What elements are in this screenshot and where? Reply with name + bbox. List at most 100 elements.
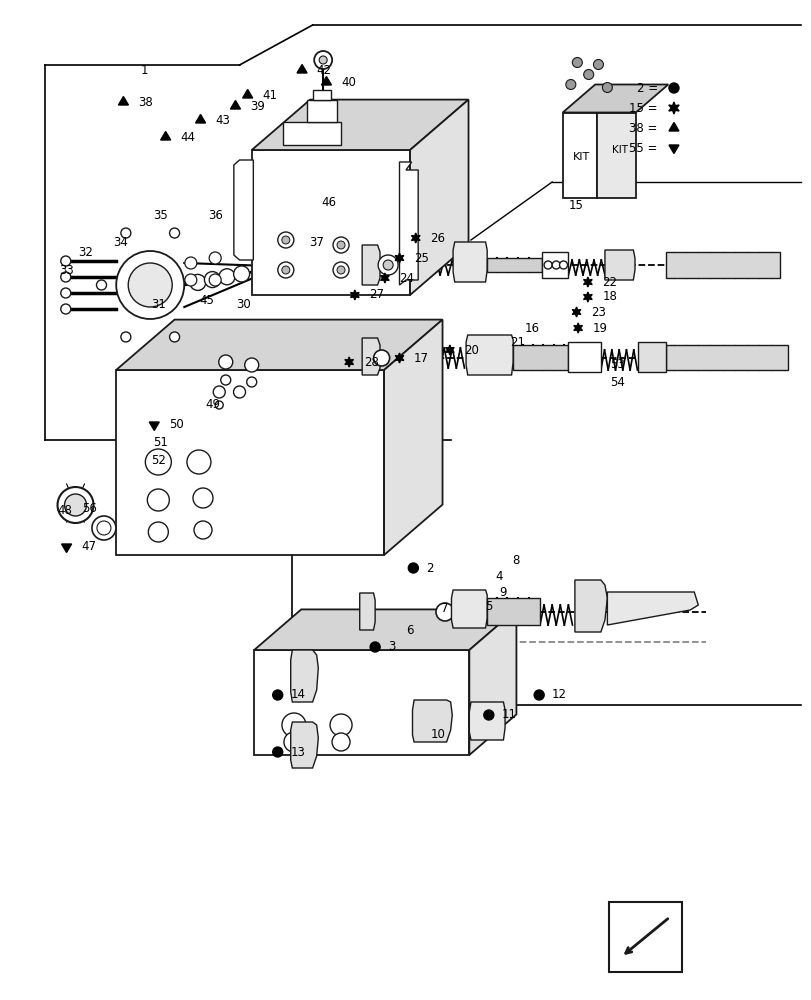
Polygon shape: [62, 544, 71, 552]
Text: 48: 48: [58, 504, 72, 516]
Circle shape: [169, 228, 179, 238]
Circle shape: [543, 261, 551, 269]
Text: 38 =: 38 =: [629, 122, 657, 135]
Text: 41: 41: [262, 89, 277, 102]
Polygon shape: [562, 85, 667, 113]
Circle shape: [551, 261, 560, 269]
Circle shape: [234, 266, 249, 282]
Polygon shape: [596, 113, 635, 198]
Text: 55 =: 55 =: [629, 142, 657, 155]
Text: 32: 32: [78, 245, 92, 258]
Text: 27: 27: [369, 288, 384, 302]
Circle shape: [281, 266, 290, 274]
Text: 56: 56: [82, 502, 97, 514]
Polygon shape: [583, 277, 591, 287]
Circle shape: [187, 450, 211, 474]
Polygon shape: [312, 90, 331, 100]
Polygon shape: [574, 580, 607, 632]
Text: 37: 37: [309, 235, 324, 248]
Text: 8: 8: [511, 554, 519, 566]
Circle shape: [204, 272, 220, 288]
Text: 46: 46: [321, 196, 336, 209]
Polygon shape: [350, 290, 358, 300]
Circle shape: [64, 494, 87, 516]
Polygon shape: [445, 345, 453, 355]
Polygon shape: [572, 307, 580, 317]
Circle shape: [223, 273, 230, 281]
Polygon shape: [384, 320, 442, 555]
Text: 36: 36: [208, 209, 222, 222]
Text: KIT: KIT: [611, 145, 627, 155]
Circle shape: [244, 358, 259, 372]
Polygon shape: [307, 100, 337, 122]
Text: 54: 54: [609, 375, 624, 388]
Polygon shape: [513, 345, 568, 370]
Circle shape: [436, 603, 453, 621]
Text: 34: 34: [113, 235, 127, 248]
Text: 15: 15: [569, 199, 583, 212]
Text: 16: 16: [524, 322, 539, 334]
Polygon shape: [665, 345, 787, 370]
Polygon shape: [254, 650, 469, 755]
Text: 50: 50: [169, 418, 183, 432]
Text: 39: 39: [250, 100, 264, 113]
Circle shape: [333, 237, 349, 253]
Polygon shape: [362, 245, 380, 285]
Polygon shape: [234, 160, 253, 260]
Text: 19: 19: [592, 322, 607, 334]
Text: 31: 31: [151, 298, 165, 312]
Polygon shape: [297, 65, 307, 73]
Polygon shape: [562, 113, 596, 198]
Circle shape: [97, 521, 111, 535]
Polygon shape: [637, 342, 665, 372]
Text: 21: 21: [510, 336, 525, 349]
Text: 20: 20: [464, 344, 478, 357]
Circle shape: [218, 355, 233, 369]
Polygon shape: [321, 77, 331, 85]
Polygon shape: [359, 593, 375, 630]
Circle shape: [208, 276, 217, 284]
Polygon shape: [604, 250, 634, 280]
Circle shape: [668, 83, 678, 93]
Text: 2 =: 2 =: [636, 82, 657, 95]
Polygon shape: [469, 609, 516, 755]
Polygon shape: [410, 100, 468, 295]
Text: 18: 18: [602, 290, 616, 304]
Polygon shape: [116, 370, 384, 555]
Text: 2: 2: [426, 562, 433, 574]
Polygon shape: [161, 132, 170, 140]
Polygon shape: [251, 150, 410, 295]
Text: KIT: KIT: [572, 152, 590, 162]
Text: 17: 17: [414, 352, 428, 364]
Text: 33: 33: [59, 263, 74, 276]
Circle shape: [58, 487, 93, 523]
Text: 40: 40: [341, 76, 355, 89]
Polygon shape: [395, 253, 403, 263]
Circle shape: [121, 332, 131, 342]
Circle shape: [583, 70, 593, 80]
Text: 5: 5: [484, 600, 492, 613]
Polygon shape: [568, 342, 600, 372]
Text: 26: 26: [430, 232, 444, 244]
Circle shape: [116, 251, 184, 319]
Circle shape: [329, 714, 352, 736]
Text: 25: 25: [414, 251, 428, 264]
Circle shape: [61, 288, 71, 298]
Circle shape: [373, 350, 389, 366]
Polygon shape: [573, 323, 581, 333]
Circle shape: [534, 690, 543, 700]
Circle shape: [213, 386, 225, 398]
Circle shape: [572, 58, 581, 68]
Circle shape: [332, 733, 350, 751]
Polygon shape: [290, 650, 318, 702]
Circle shape: [272, 690, 282, 700]
Polygon shape: [251, 100, 468, 150]
Circle shape: [565, 80, 575, 90]
Circle shape: [234, 386, 245, 398]
Polygon shape: [290, 722, 318, 768]
Text: 24: 24: [399, 271, 414, 284]
Text: 53: 53: [609, 359, 624, 371]
Circle shape: [333, 262, 349, 278]
Polygon shape: [118, 97, 128, 105]
Circle shape: [559, 261, 567, 269]
